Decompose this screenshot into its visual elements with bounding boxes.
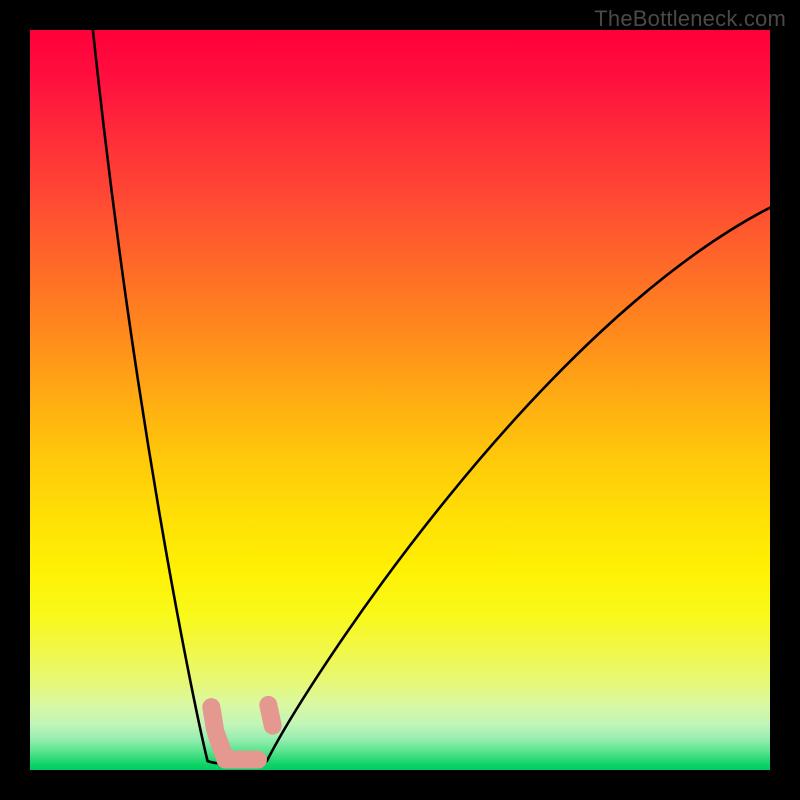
plot-area: [30, 30, 770, 770]
plot-svg: [30, 30, 770, 770]
stage: TheBottleneck.com: [0, 0, 800, 800]
plot-clip: [30, 30, 770, 770]
watermark-text: TheBottleneck.com: [594, 6, 786, 32]
trough-marker-group: [211, 705, 272, 760]
trough-marker-segment: [268, 705, 272, 726]
bottleneck-curve: [93, 30, 770, 764]
